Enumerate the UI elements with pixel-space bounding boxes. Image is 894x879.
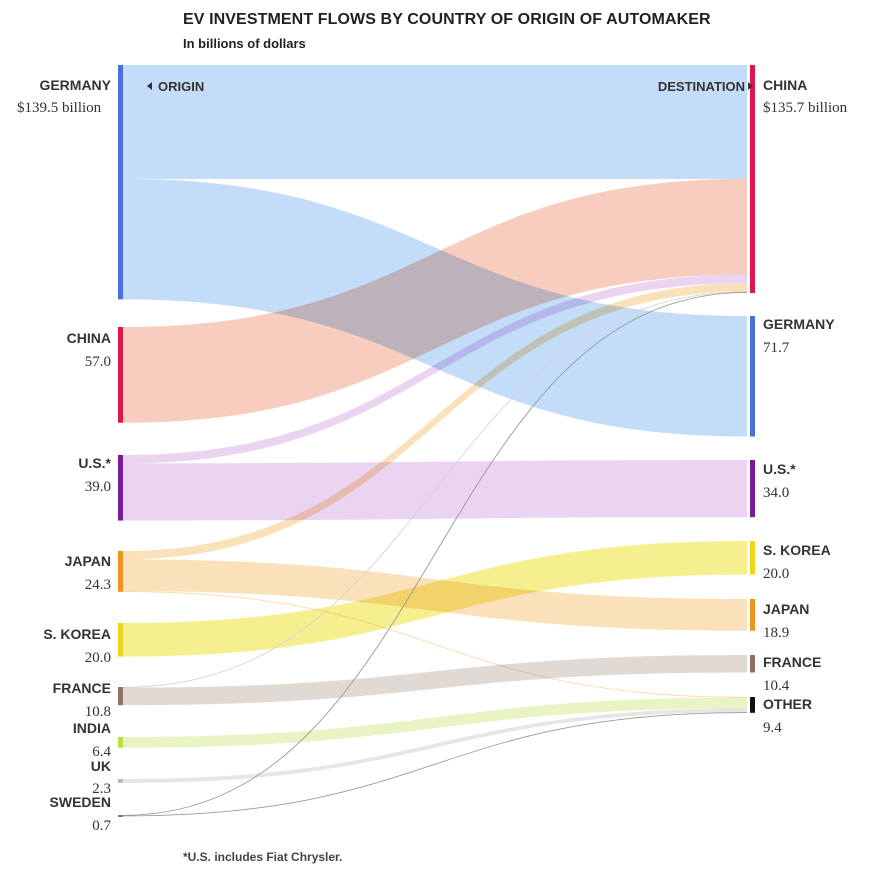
- source-label-uk: UK: [91, 758, 111, 774]
- flow-india-to-other: [123, 697, 747, 748]
- destination-arrow-icon: [748, 82, 753, 90]
- flow-germany-to-china: [123, 65, 747, 179]
- source-value-china: 57.0: [85, 354, 111, 370]
- source-label-japan: JAPAN: [65, 553, 111, 569]
- origin-arrow-icon: [147, 82, 152, 90]
- target-label-japan: JAPAN: [763, 601, 809, 617]
- source-bar-france: [118, 687, 123, 706]
- source-value-france: 10.8: [85, 704, 111, 720]
- source-value-uk: 2.3: [92, 781, 111, 797]
- source-value-u-s: 39.0: [85, 479, 111, 495]
- flow-france-to-china: [122, 291, 748, 688]
- source-label-france: FRANCE: [53, 680, 111, 696]
- flow-s-korea-to-s-korea: [123, 541, 747, 657]
- target-bar-other: [750, 697, 755, 713]
- flows-layer: [122, 65, 748, 817]
- source-label-u-s: U.S.*: [78, 455, 111, 471]
- target-value-france: 10.4: [763, 678, 790, 694]
- target-value-china: $135.7 billion: [763, 100, 848, 116]
- source-label-india: INDIA: [73, 720, 111, 736]
- chart-subtitle: In billions of dollars: [183, 36, 306, 51]
- nodes-layer: [118, 65, 755, 817]
- source-bar-japan: [118, 551, 123, 592]
- flow-uk-to-other: [123, 708, 747, 783]
- source-bar-sweden: [118, 815, 123, 817]
- target-bar-china: [750, 65, 755, 293]
- target-bar-japan: [750, 599, 755, 631]
- source-bar-s-korea: [118, 623, 123, 657]
- target-label-france: FRANCE: [763, 654, 821, 670]
- source-value-germany: $139.5 billion: [17, 100, 102, 116]
- target-label-china: CHINA: [763, 77, 807, 93]
- source-value-sweden: 0.7: [92, 818, 111, 834]
- target-bar-france: [750, 655, 755, 673]
- footnote: *U.S. includes Fiat Chrysler.: [183, 850, 343, 864]
- target-label-u-s: U.S.*: [763, 461, 796, 477]
- source-bar-india: [118, 737, 123, 748]
- source-label-sweden: SWEDEN: [50, 794, 111, 810]
- flow-sweden-to-other: [122, 712, 748, 817]
- flow-u-s-to-china: [123, 274, 747, 464]
- target-value-other: 9.4: [763, 720, 782, 736]
- source-bar-u-s: [118, 455, 123, 521]
- source-label-germany: GERMANY: [39, 77, 111, 93]
- target-label-s-korea: S. KOREA: [763, 542, 831, 558]
- destination-header: DESTINATION: [658, 79, 745, 94]
- source-bar-uk: [118, 779, 123, 783]
- target-value-u-s: 34.0: [763, 485, 789, 501]
- source-value-japan: 24.3: [85, 577, 111, 593]
- source-value-s-korea: 20.0: [85, 650, 111, 666]
- target-label-germany: GERMANY: [763, 316, 835, 332]
- target-value-s-korea: 20.0: [763, 566, 789, 582]
- source-label-s-korea: S. KOREA: [43, 626, 111, 642]
- target-bar-germany: [750, 316, 755, 437]
- flow-japan-to-other: [122, 591, 748, 698]
- headers-layer: ORIGIN DESTINATION: [147, 79, 753, 94]
- target-value-japan: 18.9: [763, 625, 789, 641]
- flow-china-to-china: [123, 178, 747, 423]
- target-bar-s-korea: [750, 541, 755, 575]
- target-value-germany: 71.7: [763, 340, 790, 356]
- source-bar-germany: [118, 65, 123, 300]
- source-bar-china: [118, 327, 123, 423]
- flow-france-to-france: [123, 655, 747, 706]
- target-bar-u-s: [750, 460, 755, 518]
- source-label-china: CHINA: [67, 330, 111, 346]
- flow-japan-to-china: [123, 283, 747, 560]
- chart-title: EV INVESTMENT FLOWS BY COUNTRY OF ORIGIN…: [183, 11, 711, 28]
- source-value-india: 6.4: [92, 744, 111, 760]
- flow-sweden-to-china: [122, 292, 748, 816]
- origin-header: ORIGIN: [158, 79, 204, 94]
- labels-layer: GERMANY $139.5 billion CHINA 57.0 U.S.* 39.0 J…: [17, 77, 848, 834]
- target-label-other: OTHER: [763, 696, 812, 712]
